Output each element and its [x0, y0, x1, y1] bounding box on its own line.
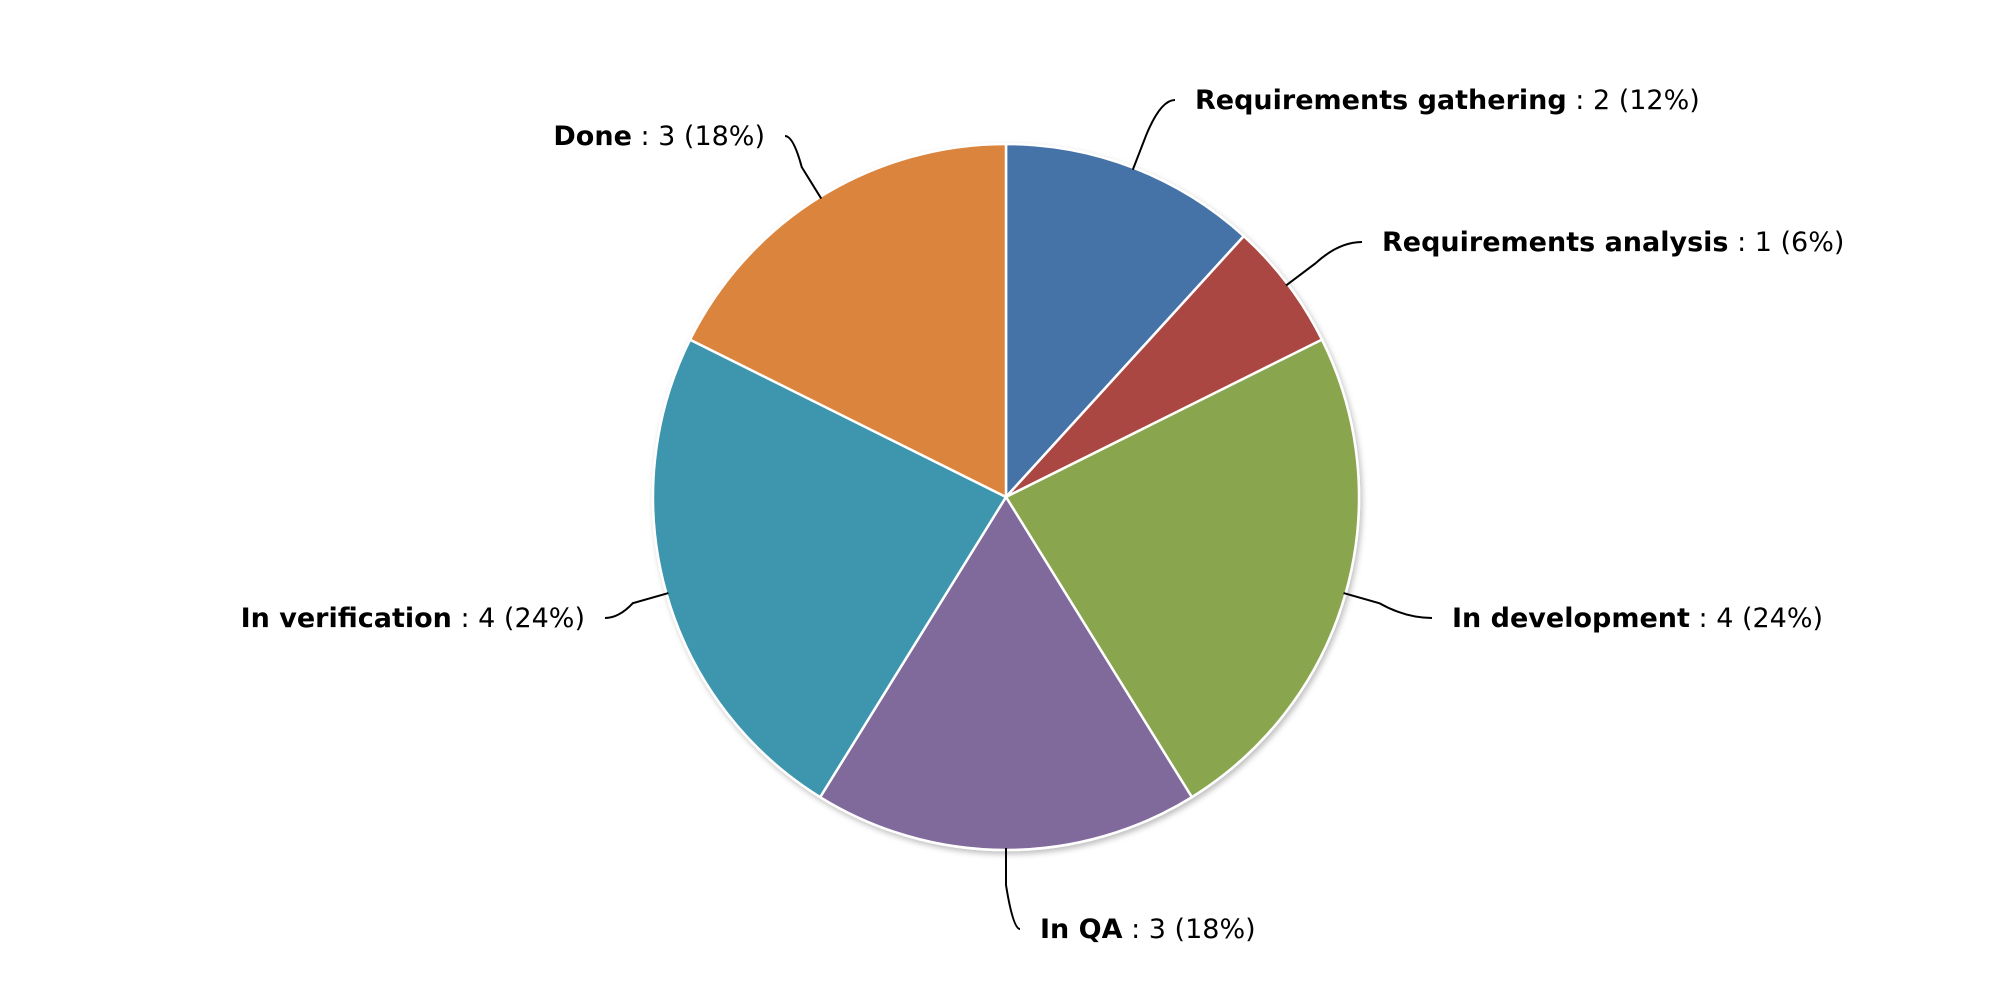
data-label-name: In development [1452, 603, 1690, 634]
data-label-name: In verification [241, 603, 452, 634]
data-label-requirements-gathering: Requirements gathering : 2 (12%) [1195, 85, 1700, 116]
leader-line-requirements-analysis [1285, 241, 1363, 287]
data-labels-layer: Requirements gathering : 2 (12%)Requirem… [241, 85, 1845, 945]
leader-line-requirements-gathering [1131, 99, 1176, 171]
data-label-in-development: In development : 4 (24%) [1452, 603, 1823, 634]
data-label-in-verification: In verification : 4 (24%) [241, 603, 585, 634]
data-label-value: : 4 (24%) [452, 603, 585, 634]
leader-line-in-verification [604, 592, 669, 619]
leader-line-done [784, 135, 823, 200]
data-label-requirements-analysis: Requirements analysis : 1 (6%) [1382, 227, 1844, 258]
leader-lines-layer [604, 99, 1433, 930]
leader-line-in-development [1343, 592, 1433, 619]
data-label-value: : 3 (18%) [632, 121, 765, 152]
data-label-value: : 2 (12%) [1567, 85, 1700, 116]
data-label-name: Requirements analysis [1382, 227, 1729, 258]
leader-line-in-qa [1005, 848, 1021, 930]
data-label-name: Requirements gathering [1195, 85, 1567, 116]
data-label-in-qa: In QA : 3 (18%) [1040, 914, 1256, 945]
data-label-done: Done : 3 (18%) [553, 121, 765, 152]
slices-layer [651, 142, 1361, 852]
data-label-name: Done [553, 121, 632, 152]
data-label-name: In QA [1040, 914, 1123, 945]
data-label-value: : 4 (24%) [1690, 603, 1823, 634]
data-label-value: : 1 (6%) [1729, 227, 1845, 258]
data-label-value: : 3 (18%) [1123, 914, 1256, 945]
